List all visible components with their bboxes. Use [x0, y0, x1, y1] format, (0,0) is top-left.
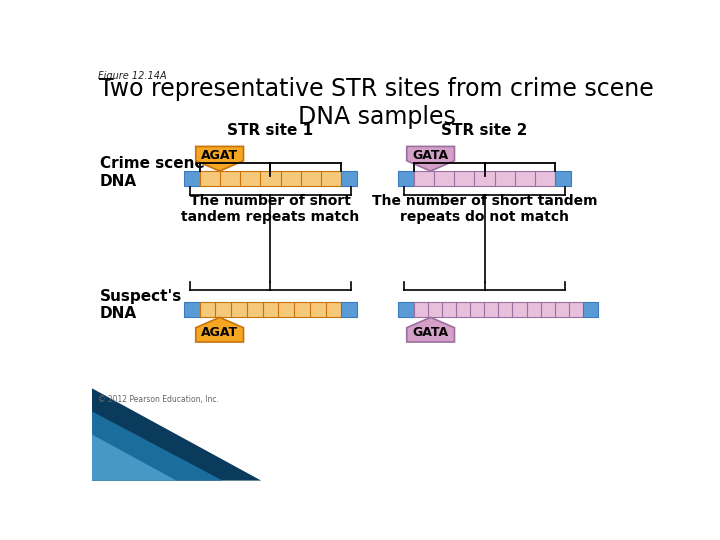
Text: GATA: GATA [413, 148, 449, 161]
Bar [199, 302, 341, 318]
Bar [583, 302, 598, 318]
Bar [414, 302, 583, 318]
Text: GATA: GATA [413, 326, 449, 339]
Bar [398, 302, 414, 318]
Bar [414, 171, 555, 186]
Text: © 2012 Pearson Education, Inc.: © 2012 Pearson Education, Inc. [98, 395, 219, 403]
Bar [184, 302, 199, 318]
Text: STR site 1: STR site 1 [228, 123, 313, 138]
Bar [341, 171, 356, 186]
Polygon shape [92, 434, 176, 481]
Bar [555, 171, 571, 186]
Polygon shape [92, 388, 261, 481]
Polygon shape [407, 146, 454, 171]
Text: AGAT: AGAT [201, 326, 238, 339]
Bar [199, 171, 341, 186]
Polygon shape [92, 411, 222, 481]
Text: The number of short
tandem repeats match: The number of short tandem repeats match [181, 194, 359, 224]
Text: Figure 12.14A: Figure 12.14A [98, 71, 166, 81]
Bar [184, 171, 199, 186]
Bar [341, 302, 356, 318]
Polygon shape [196, 318, 243, 342]
Text: The number of short tandem
repeats do not match: The number of short tandem repeats do no… [372, 194, 598, 224]
Text: AGAT: AGAT [201, 148, 238, 161]
Text: Two representative STR sites from crime scene
DNA samples: Two representative STR sites from crime … [99, 77, 654, 129]
Text: STR site 2: STR site 2 [441, 123, 528, 138]
Polygon shape [407, 318, 454, 342]
Text: Crime scene
DNA: Crime scene DNA [99, 157, 204, 189]
Polygon shape [196, 146, 243, 171]
Bar [398, 171, 414, 186]
Text: Suspect's
DNA: Suspect's DNA [99, 289, 181, 321]
